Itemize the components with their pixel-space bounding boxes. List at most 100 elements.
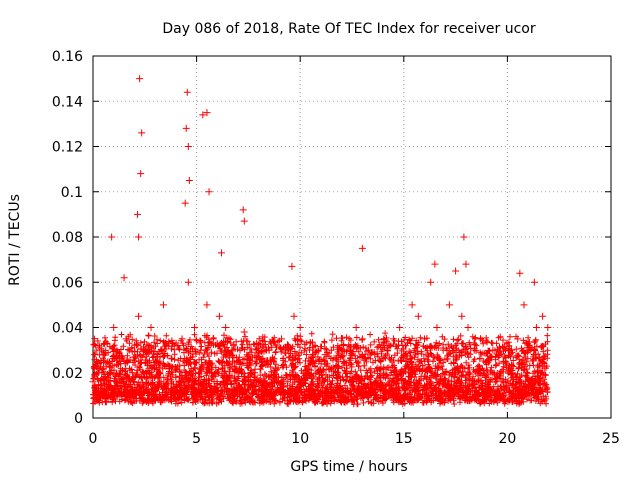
data-point [514, 335, 522, 343]
data-cloud [90, 330, 551, 408]
data-point [302, 351, 310, 359]
data-point [346, 346, 354, 354]
data-point [184, 143, 192, 150]
data-cloud-markers [90, 330, 551, 408]
data-point [135, 233, 143, 241]
y-tick-label: 0.16 [52, 49, 83, 65]
data-point [259, 357, 267, 365]
data-point [371, 351, 379, 359]
y-tick-label: 0.08 [52, 230, 83, 246]
data-point [470, 346, 478, 354]
data-point [532, 324, 540, 331]
data-point [431, 260, 439, 268]
data-point [209, 335, 217, 343]
data-point [439, 346, 447, 354]
data-point [240, 217, 248, 225]
data-point [222, 324, 230, 331]
data-point [462, 260, 470, 268]
data-point [427, 278, 435, 286]
data-point [433, 324, 441, 331]
x-tick-label: 20 [498, 431, 516, 447]
data-point [265, 346, 273, 354]
data-point [228, 346, 236, 354]
data-point [365, 346, 373, 354]
data-point [333, 369, 341, 377]
data-point [402, 357, 410, 365]
data-point [414, 312, 422, 320]
data-point [290, 312, 298, 320]
y-tick-label: 0.14 [52, 94, 83, 110]
data-point [526, 346, 534, 354]
data-point [284, 346, 292, 354]
data-point [120, 274, 128, 282]
data-point [516, 269, 524, 277]
data-point [182, 124, 190, 132]
data-point [197, 346, 205, 354]
data-point [135, 312, 143, 320]
data-point [147, 324, 155, 331]
x-tick-label: 10 [291, 431, 309, 447]
y-tick-label: 0.12 [52, 140, 83, 156]
data-point [445, 301, 453, 309]
data-point [389, 335, 397, 343]
data-point [93, 364, 101, 372]
data-point [159, 301, 167, 309]
data-point [183, 88, 191, 96]
data-point [134, 210, 142, 218]
data-point [383, 346, 391, 354]
data-point [217, 249, 225, 257]
x-tick-label: 25 [602, 431, 620, 447]
data-point [327, 364, 335, 372]
data-point [544, 324, 552, 331]
data-point [172, 373, 180, 381]
grid-lines [93, 56, 611, 418]
data-point [352, 324, 360, 331]
data-point [215, 312, 223, 320]
data-point [136, 75, 144, 83]
x-tick-label: 15 [395, 431, 413, 447]
data-point [128, 369, 136, 377]
data-point [122, 335, 130, 343]
data-point [377, 364, 385, 372]
data-point [358, 335, 366, 343]
data-point [153, 351, 161, 359]
y-tick-label: 0.06 [52, 275, 83, 291]
data-point [452, 267, 460, 275]
data-point [141, 346, 149, 354]
data-point [108, 233, 116, 241]
data-point [489, 346, 497, 354]
data-point [476, 335, 484, 343]
data-point [278, 335, 286, 343]
data-point [184, 278, 192, 286]
data-point [539, 312, 547, 320]
data-point [495, 351, 503, 359]
data-point [185, 176, 193, 184]
x-tick-label: 5 [192, 431, 201, 447]
data-point [464, 324, 472, 331]
data-points [89, 75, 552, 386]
data-point [181, 199, 189, 207]
data-point [530, 278, 538, 286]
data-point [458, 312, 466, 320]
data-point [460, 233, 468, 241]
y-tick-label: 0 [74, 411, 83, 427]
data-point [296, 324, 304, 331]
data-point [99, 351, 107, 359]
x-axis-label: GPS time / hours [290, 459, 407, 475]
data-point [288, 262, 296, 270]
x-tick-label: 0 [89, 431, 98, 447]
data-point [191, 324, 199, 331]
data-point [106, 369, 114, 377]
data-point [166, 364, 174, 372]
data-point [89, 378, 97, 386]
data-point [340, 357, 348, 365]
y-tick-label: 0.02 [52, 366, 83, 382]
data-point [508, 346, 516, 354]
data-point [240, 328, 248, 336]
data-point [199, 111, 207, 119]
y-axis-label: ROTI / TECUs [7, 194, 23, 286]
data-point [321, 351, 329, 359]
chart-title: Day 086 of 2018, Rate Of TEC Index for r… [162, 21, 536, 37]
data-point [203, 109, 211, 117]
data-point [421, 335, 429, 343]
